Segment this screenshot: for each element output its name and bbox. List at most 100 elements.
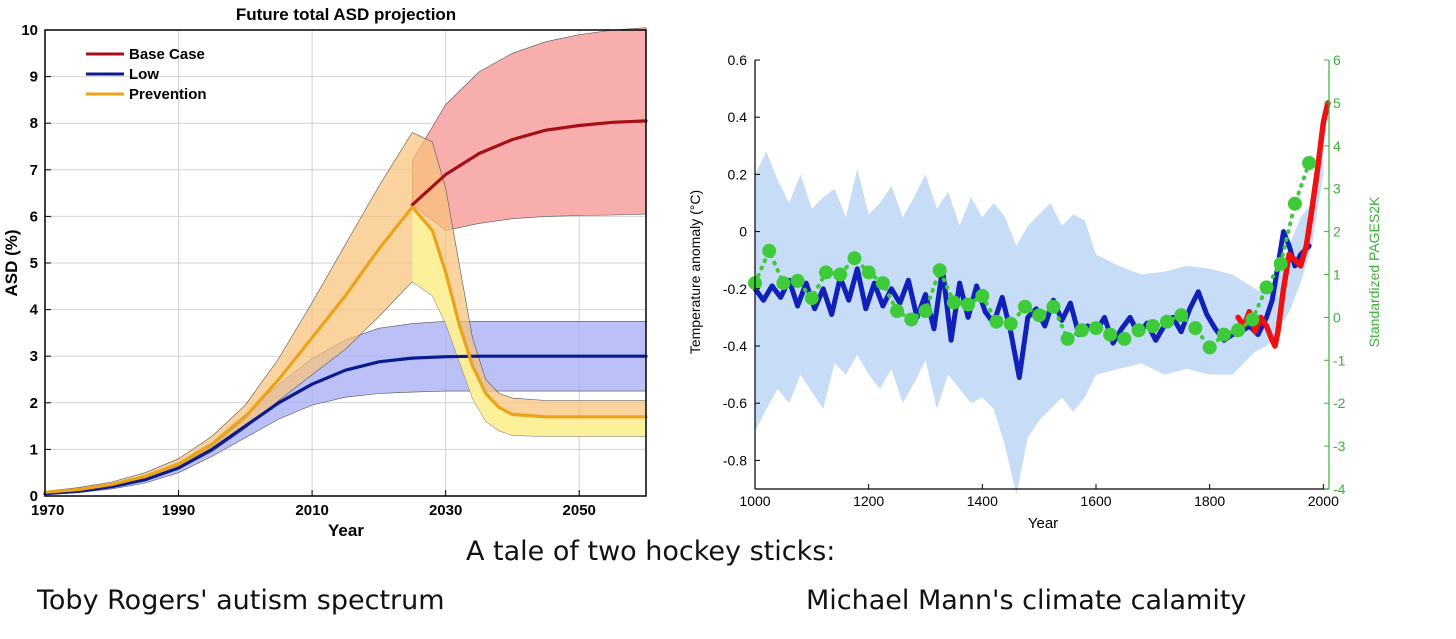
right-x-tick-label: 1400: [967, 493, 998, 509]
left-line-prevention: [43, 205, 648, 494]
left-y-tick-label: 1: [30, 441, 38, 458]
right-y2-axis-label: Standardized PAGES2K: [1366, 196, 1382, 347]
temperature-uncertainty-band: [755, 102, 1324, 495]
pages2k-point: [1174, 308, 1189, 323]
pages2k-point: [1032, 308, 1047, 323]
pages2k-point: [904, 312, 919, 327]
left-y-tick-label: 9: [30, 69, 38, 86]
pages2k-point: [1245, 312, 1260, 327]
left-legend: Base Case Low Prevention: [86, 46, 207, 103]
left-y-tick-label: 4: [30, 302, 39, 319]
pages2k-point: [776, 276, 791, 291]
right-x-tick-label: 2000: [1308, 493, 1339, 509]
legend-label-prevention: Prevention: [129, 86, 207, 103]
left-chart-title: Future total ASD projection: [236, 5, 456, 24]
pages2k-point: [1003, 316, 1018, 331]
right-y2-tick-label: 2: [1333, 224, 1341, 240]
pages2k-dotted-line: [753, 161, 1312, 351]
pages2k-point: [1202, 340, 1217, 355]
right-y2-tick-label: 3: [1333, 181, 1341, 197]
left-x-tick-label: 2010: [295, 502, 328, 519]
pages2k-point: [875, 276, 890, 291]
pages2k-point: [890, 304, 905, 318]
right-y2-tick-label: -4: [1333, 481, 1346, 497]
right-y2-tick-label: 0: [1333, 309, 1341, 325]
pages2k-point: [1188, 321, 1203, 336]
right-y2-tick-label: 1: [1333, 267, 1341, 283]
right-y2-tick-label: -2: [1333, 395, 1346, 411]
left-axis-ticks: 1970 1990 2010 2030 2050 0 1 2 3 4 5 6 7 8 9 10: [21, 22, 596, 519]
left-y-tick-label: 7: [30, 162, 38, 179]
pages2k-point: [932, 263, 947, 278]
right-y-tick-label: 0.4: [728, 109, 748, 125]
pages2k-point: [861, 265, 876, 280]
right-y-tick-label: -0.8: [723, 452, 747, 468]
right-x-axis-label: Year: [1028, 515, 1058, 532]
right-series-lines: [748, 100, 1331, 380]
legend-label-low: Low: [129, 66, 159, 83]
left-x-tick-label: 1990: [162, 502, 195, 519]
pages2k-point: [1060, 331, 1075, 346]
pages2k-point: [975, 288, 990, 303]
left-y-tick-label: 8: [30, 115, 38, 132]
right-y-tick-label: -0.2: [723, 281, 747, 297]
right-uncertainty-band: [755, 102, 1324, 495]
pages2k-point: [1074, 323, 1089, 338]
left-y-axis-label: ASD (%): [2, 229, 21, 296]
pages2k-point: [1046, 299, 1061, 314]
pages2k-point: [946, 295, 961, 310]
pages2k-point: [1231, 323, 1246, 338]
right-x-tick-label: 1800: [1194, 493, 1225, 509]
pages2k-point: [1145, 319, 1160, 333]
right-y-tick-label: -0.6: [723, 395, 747, 411]
caption-left: Toby Rogers' autism spectrum: [37, 585, 445, 616]
pages2k-point: [1131, 323, 1146, 338]
right-y2-tick-label: 6: [1333, 52, 1341, 68]
pages2k-point: [804, 291, 819, 306]
pages2k-point: [1287, 196, 1302, 211]
left-y-tick-label: 0: [30, 488, 38, 505]
left-x-tick-label: 2050: [563, 502, 596, 519]
asd-projection-chart: Future total ASD projection 1 9 7 0 1990 2010…: [2, 5, 648, 540]
right-y-tick-label: 0: [739, 224, 747, 240]
instrumental-line: [1235, 100, 1331, 349]
pages2k-point: [1302, 156, 1317, 170]
legend-label-base-case: Base Case: [129, 46, 205, 63]
right-y-tick-label: 0.2: [728, 166, 748, 182]
right-x-tick-label: 1000: [739, 493, 770, 509]
right-y2-tick-label: -3: [1333, 438, 1346, 454]
left-band-prevention-lower: [412, 207, 646, 437]
pages2k-point: [1259, 280, 1274, 295]
pages2k-point: [762, 243, 777, 258]
pages2k-point: [961, 297, 976, 312]
pages2k-point: [1018, 299, 1032, 314]
pages2k-point: [833, 267, 848, 282]
left-x-tick-label: 2030: [429, 502, 462, 519]
right-y2-tick-label: 4: [1333, 138, 1341, 154]
pages2k-point: [819, 265, 833, 280]
pages2k-point: [1216, 327, 1231, 342]
right-x-tick-label: 1600: [1080, 493, 1111, 509]
pages2k-point: [918, 304, 933, 318]
right-y2-tick-label: -1: [1333, 352, 1346, 368]
pages2k-point: [1117, 331, 1132, 346]
pages2k-point: [1103, 327, 1118, 342]
caption-heading: A tale of two hockey sticks:: [466, 536, 836, 567]
left-line-low: [43, 354, 648, 496]
right-axis-ticks: 1000 1200 1400 1600 1800 2000-0.8-0.6-0.4-0.2…: [723, 52, 1346, 509]
pages2k-point: [1273, 256, 1288, 271]
left-series-lines: [43, 119, 648, 496]
left-y-tick-label: 6: [30, 208, 38, 225]
caption-right: Michael Mann's climate calamity: [806, 585, 1247, 616]
left-x-axis-label: Year: [328, 521, 364, 540]
temperature-anomaly-chart: 1000 1200 1400 1600 1800 2000-0.8-0.6-0.4-0.2…: [687, 52, 1382, 532]
right-y2-tick-label: 5: [1333, 95, 1341, 111]
left-y-tick-label: 3: [30, 348, 38, 365]
pages2k-point: [847, 251, 862, 266]
right-x-tick-label: 1200: [853, 493, 884, 509]
left-line-base-case: [410, 119, 648, 207]
left-y-tick-label: 2: [30, 395, 38, 412]
right-y-tick-label: -0.4: [723, 338, 747, 354]
right-y-tick-label: 0.6: [728, 52, 748, 68]
